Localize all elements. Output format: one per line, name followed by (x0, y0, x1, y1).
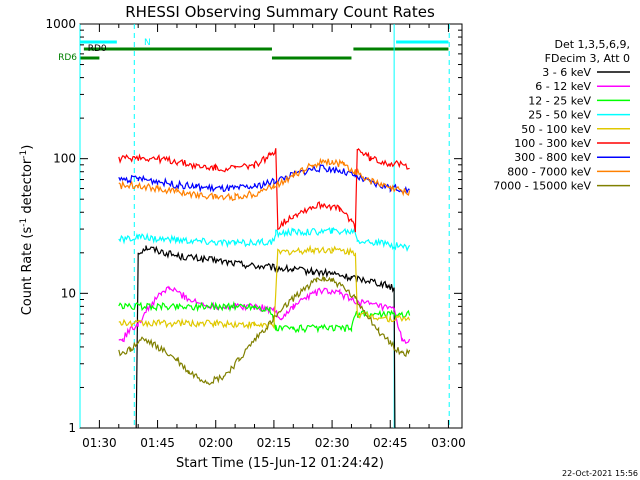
y-tick-label: 1 (68, 421, 76, 435)
legend-entry-label: 800 - 7000 keV (507, 165, 591, 178)
series-line (118, 244, 411, 331)
series-line (118, 275, 411, 386)
series-lines (118, 147, 411, 429)
rd0-label: RD0 (88, 44, 107, 54)
y-tick-label: 1000 (45, 17, 76, 31)
legend-entry-label: 25 - 50 keV (528, 109, 591, 122)
x-tick-label: 02:15 (257, 436, 292, 450)
chart-title: RHESSI Observing Summary Count Rates (125, 3, 435, 21)
series-line (118, 147, 410, 233)
legend-entry-label: 100 - 300 keV (514, 137, 591, 150)
y-tick-label: 100 (53, 152, 76, 166)
legend-entry-label: 12 - 25 keV (528, 94, 591, 107)
legend-header-1: Det 1,3,5,6,9, (554, 38, 630, 51)
x-tick-label: 02:00 (198, 436, 233, 450)
series-line (118, 157, 411, 202)
legend-entry-label: 300 - 800 keV (514, 151, 591, 164)
legend-entry-label: 3 - 6 keV (542, 66, 591, 79)
x-tick-label: 02:30 (315, 436, 350, 450)
series-line (118, 285, 411, 345)
footer-date: 22-Oct-2021 15:56 (562, 469, 638, 478)
y-axis-label-main: Count Rate (s (20, 227, 35, 316)
series-line (118, 226, 411, 252)
legend-entry-label: 6 - 12 keV (535, 80, 591, 93)
legend-header-2: FDecim 3, Att 0 (545, 52, 630, 65)
x-tick-label: 01:45 (140, 436, 175, 450)
x-tick-label: 01:30 (82, 436, 117, 450)
cyan-state-marker: N (144, 38, 151, 48)
y-axis-label-end: ) (20, 145, 35, 150)
state-bars: N RD0 RD6 (58, 38, 449, 63)
y-axis-label: Count Rate (s-1 detector-1) (19, 145, 35, 316)
x-axis-label: Start Time (15-Jun-12 01:24:42) (176, 456, 384, 471)
y-tick-label: 10 (61, 286, 76, 300)
legend-entry-label: 7000 - 15000 keV (493, 180, 591, 193)
legend: Det 1,3,5,6,9, FDecim 3, Att 0 3 - 6 keV… (493, 38, 630, 193)
x-tick-label: 02:45 (373, 436, 408, 450)
legend-entry-label: 50 - 100 keV (521, 123, 591, 136)
vertical-marker-lines (79, 24, 450, 428)
y-axis-label-mid: detector (20, 158, 35, 218)
y-axis-label-sup2: -1 (19, 150, 29, 159)
rd6-label: RD6 (58, 53, 77, 63)
x-tick-label: 03:00 (431, 436, 466, 450)
series-line (118, 164, 410, 195)
series-line (135, 245, 396, 429)
axis-ticks: 01:30 01:45 02:00 02:15 02:30 02:45 03:00 1 10 10… (45, 17, 465, 450)
y-axis-label-sup1: -1 (19, 218, 29, 227)
